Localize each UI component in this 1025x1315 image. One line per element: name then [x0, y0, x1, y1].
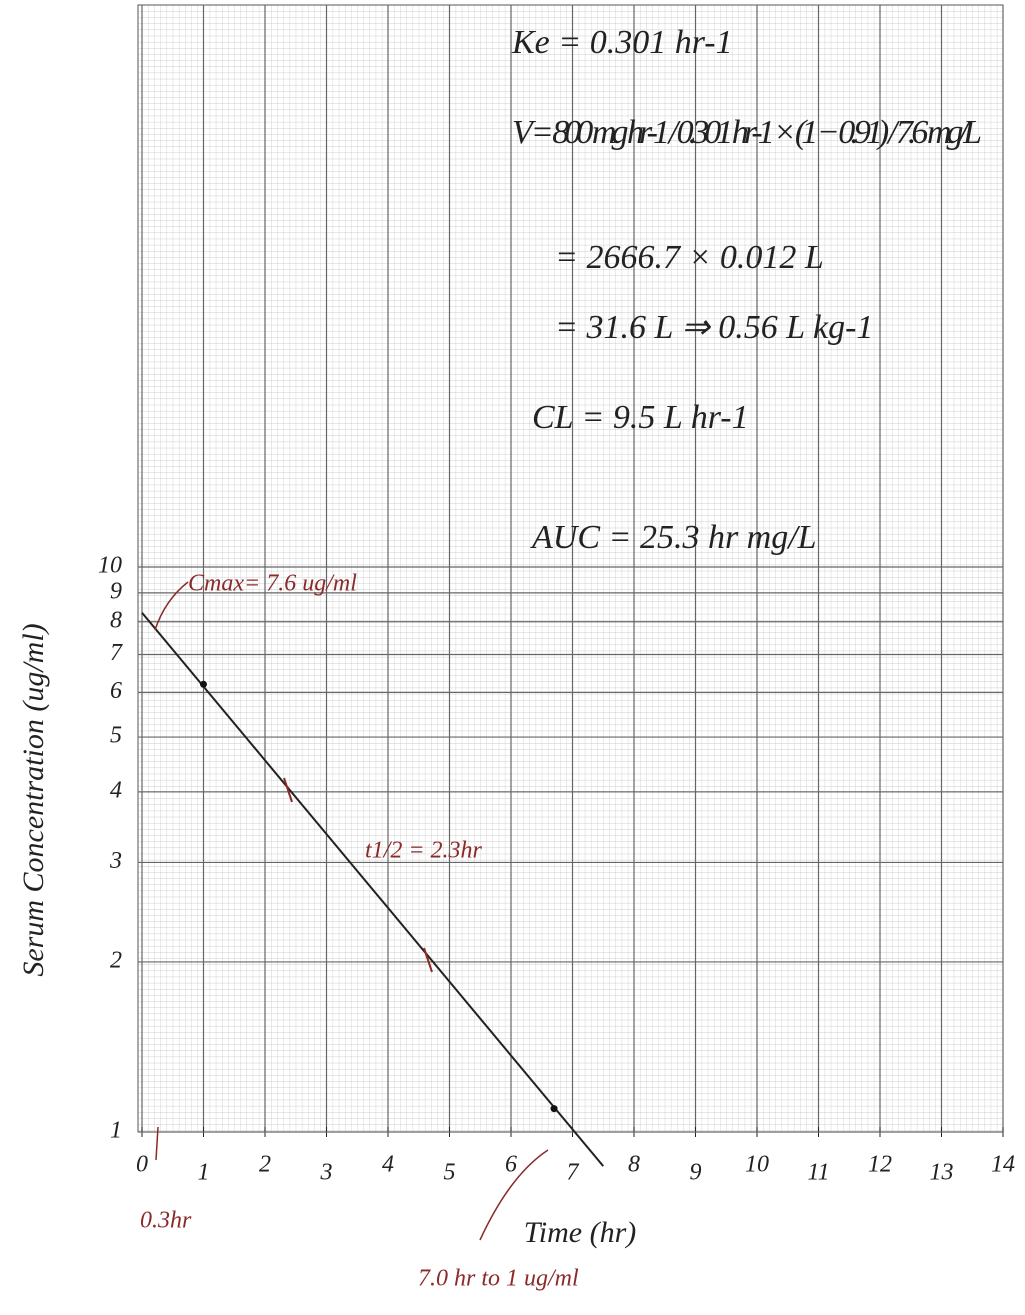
calculation: Ke = 0.301 hr-1: [511, 24, 733, 61]
annotation: 7.0 hr to 1 ug/ml: [418, 1266, 579, 1292]
calculation: V = 800 mg hr-1 / 0.301 hr-1 × (1 − 0.91…: [512, 114, 982, 151]
x-tick-label: 1: [198, 1160, 210, 1186]
y-axis-label: Serum Concentration (ug/ml): [17, 623, 50, 976]
x-tick-label: 3: [320, 1160, 333, 1186]
x-tick-label: 9: [690, 1160, 702, 1186]
half-life-mark: [423, 947, 433, 973]
y-tick-label: 3: [109, 848, 122, 874]
y-tick-label: 7: [110, 640, 123, 666]
x-tick-label: 2: [259, 1152, 271, 1178]
y-tick-label: 5: [110, 723, 122, 749]
pointer: [154, 581, 189, 631]
data-point: [550, 1105, 558, 1113]
half-life-mark: [283, 777, 293, 803]
annotation: 0.3hr: [140, 1208, 192, 1234]
x-tick-label: 14: [991, 1152, 1015, 1178]
graph-paper: [138, 5, 1003, 1132]
annotation: t1/2 = 2.3hr: [365, 838, 483, 864]
y-tick-label: 9: [110, 578, 122, 604]
data-line: [141, 612, 605, 1167]
calculation: CL = 9.5 L hr-1: [532, 399, 749, 436]
y-tick-label: 1: [110, 1118, 122, 1144]
calculation: = 31.6 L ⇒ 0.56 L kg-1: [555, 309, 873, 346]
x-tick-label: 4: [382, 1152, 394, 1178]
annotation: Cmax= 7.6 ug/ml: [188, 571, 357, 597]
y-tick-label: 8: [110, 607, 122, 633]
pointer: [155, 1126, 159, 1161]
x-tick-label: 12: [868, 1152, 892, 1178]
x-tick-label: 8: [628, 1152, 640, 1178]
calculation: = 2666.7 × 0.012 L: [555, 239, 824, 276]
y-tick-label: 10: [98, 553, 122, 579]
x-axis-label: Time (hr): [524, 1216, 637, 1249]
y-tick-label: 6: [110, 678, 122, 704]
x-tick-label: 10: [745, 1152, 769, 1178]
x-tick-label: 0: [136, 1152, 148, 1178]
y-tick-label: 4: [110, 777, 122, 803]
x-tick-label: 13: [930, 1160, 954, 1186]
x-tick-label: 5: [444, 1160, 456, 1186]
x-tick-label: 11: [807, 1160, 829, 1186]
calculation: AUC = 25.3 hr mg/L: [530, 519, 817, 556]
x-tick-label: 6: [505, 1152, 517, 1178]
x-tick-label: 7: [567, 1160, 580, 1186]
y-tick-label: 2: [110, 947, 122, 973]
data-point: [200, 680, 207, 688]
pointer: [479, 1149, 549, 1241]
